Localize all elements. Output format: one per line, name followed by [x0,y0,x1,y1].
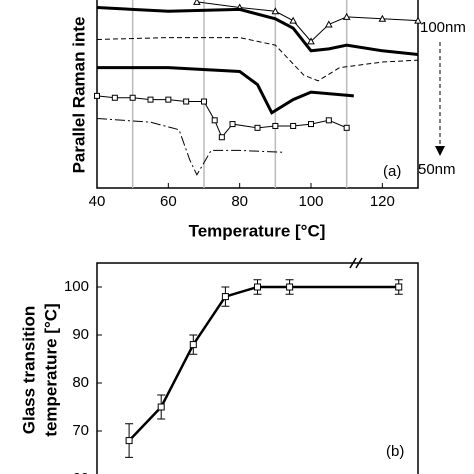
marker [395,283,403,291]
chart-a: Parallel Raman inte Temperature [°C] 100… [69,0,466,240]
marker [286,283,294,291]
x-tick-label: 40 [89,193,106,210]
marker [325,117,332,124]
x-tick-label: 80 [231,193,248,210]
marker [221,293,229,301]
y-tick-label: 100 [64,278,89,295]
y-axis-label: Glass transition [19,306,38,434]
marker [147,96,154,103]
line [96,95,347,139]
marker [343,124,350,131]
marker [183,98,190,105]
line [97,66,354,115]
marker [342,12,351,20]
marker [254,124,261,131]
y-axis-label: temperature [°C] [41,303,60,436]
marker [229,121,236,128]
marker [111,94,118,101]
y-tick-label: 80 [72,374,89,391]
marker [94,92,100,99]
marker [308,121,314,128]
y-axis-label: Parallel Raman inte [69,17,88,174]
marker [378,14,387,22]
marker [125,437,133,445]
marker [414,16,422,24]
annotation: 50nm [418,161,456,178]
marker [189,341,197,349]
x-axis-label: Temperature [°C] [189,221,326,240]
marker [157,403,165,411]
marker [211,117,218,124]
marker [289,16,298,24]
arrow-head [435,146,445,156]
y-tick-label: 70 [72,422,89,439]
line [96,37,419,82]
marker [272,122,279,129]
x-tick-label: 100 [298,193,323,210]
annotation: (a) [383,163,401,180]
plot-frame [96,0,419,189]
marker [129,94,136,101]
x-tick-label: 60 [160,193,177,210]
plot-frame [96,262,419,474]
y-tick-label: 60 [72,470,89,474]
axis-break [349,257,363,269]
marker [201,98,207,105]
marker [307,37,315,45]
marker [218,134,225,141]
line [96,117,283,176]
marker [165,96,172,103]
y-tick-label: 90 [72,326,89,343]
marker [324,20,333,28]
annotation: 100nm [420,19,466,36]
marker [254,283,261,291]
annotation: (b) [386,443,404,460]
marker [193,0,201,5]
x-tick-label: 120 [370,193,395,210]
marker [290,122,297,129]
line [128,285,399,442]
marker [271,7,280,15]
line [96,6,419,57]
chart-b: Glass transition temperature [°C] (b) 60… [19,257,419,474]
